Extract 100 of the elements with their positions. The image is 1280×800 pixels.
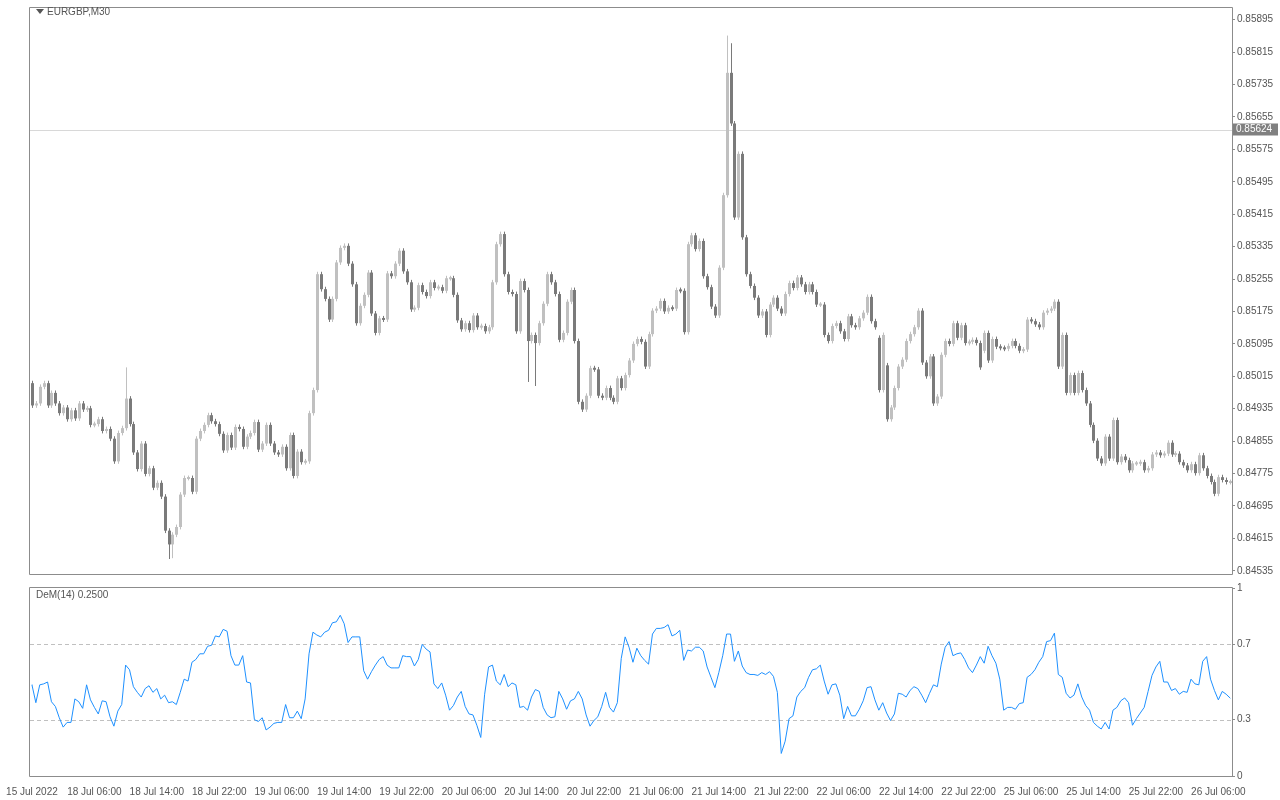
candlestick [784,291,787,317]
candlestick [171,531,174,559]
y-tick-label: 0.85895 [1237,13,1274,25]
y-tick-label: 0.84615 [1237,532,1274,544]
candlestick [905,338,908,363]
y-tick-label: 0 [1237,769,1243,781]
candlestick [191,475,194,495]
y-tick-label: 0.7 [1237,638,1252,650]
candlestick [136,449,139,472]
candlestick [1198,452,1201,477]
x-tick-label: 18 Jul 06:00 [67,785,123,797]
candlestick [628,357,631,378]
x-tick-label: 20 Jul 14:00 [504,785,560,797]
candlestick [367,269,370,298]
x-tick-label: 18 Jul 14:00 [129,785,185,797]
x-tick-label: 21 Jul 06:00 [629,785,685,797]
candlestick [226,432,229,454]
y-tick-label: 0.84775 [1237,467,1274,479]
y-tick-label: 0.85175 [1237,305,1274,317]
candlestick [31,380,34,409]
candlestick [242,426,245,450]
candlestick [320,271,323,293]
y-tick-label: 0.84695 [1237,499,1274,511]
x-tick-label: 20 Jul 06:00 [441,785,497,797]
candlestick [1217,474,1220,497]
candlestick [402,247,405,275]
candlestick [675,287,678,312]
candlestick [285,443,288,472]
y-tick-label: 0.85015 [1237,370,1274,382]
x-tick-label: 15 Jul 2022 [6,785,59,797]
candlestick [1151,451,1154,472]
candlestick [944,338,947,358]
x-tick-label: 20 Jul 22:00 [566,785,622,797]
candlestick [78,400,81,422]
candlestick [265,421,268,447]
x-tick-label: 25 Jul 06:00 [1003,785,1059,797]
x-tick-label: 21 Jul 14:00 [691,785,747,797]
y-tick-label: 0.84855 [1237,434,1274,446]
candlestick [866,293,869,316]
candlestick [351,260,354,288]
candlestick [328,295,331,323]
y-tick-label: 0.85415 [1237,207,1274,219]
candlestick [694,232,697,252]
y-tick-label: 0.84935 [1237,402,1274,414]
candlestick [183,475,186,498]
y-tick-label: 0.85255 [1237,272,1274,284]
candlestick [1073,372,1076,396]
y-tick-label: 0.85655 [1237,110,1274,122]
candlestick [632,340,635,364]
candlestick [765,308,768,338]
candlestick [312,387,315,417]
chart-title: EURGBP,M30 [47,6,111,17]
candlestick [359,302,362,327]
candlestick [39,383,42,407]
candlestick [542,300,545,327]
candlestick [956,320,959,341]
candlestick [269,421,272,447]
candlestick [538,320,541,346]
candlestick [710,284,713,310]
candlestick [991,336,994,364]
candlestick [347,242,350,267]
ref-line-label: 0.85624 [1236,123,1273,135]
candlestick [1081,370,1084,393]
x-tick-label: 22 Jul 22:00 [941,785,997,797]
candlestick [585,392,588,413]
candlestick [952,320,955,347]
candlestick [222,430,225,454]
candlestick [1077,370,1080,396]
candlestick [917,307,920,331]
x-tick-label: 19 Jul 06:00 [254,785,310,797]
chart-title: DeM(14) 0.2500 [36,589,109,600]
y-tick-label: 0.85495 [1237,175,1274,187]
candlestick [1096,437,1099,462]
candlestick [429,279,432,299]
candlestick [507,271,510,295]
y-tick-label: 0.85735 [1237,78,1274,90]
candlestick [897,363,900,391]
y-tick-label: 0.85095 [1237,337,1274,349]
candlestick [1042,309,1045,331]
candlestick [929,353,932,380]
candlestick [1085,387,1088,407]
candlestick [925,359,928,380]
candlestick [534,332,537,387]
candlestick [417,282,420,311]
x-tick-label: 19 Jul 22:00 [379,785,435,797]
candlestick [168,527,171,560]
y-tick-label: 1 [1237,581,1243,593]
y-tick-label: 0.3 [1237,713,1252,725]
x-tick-label: 18 Jul 22:00 [192,785,247,797]
candlestick [964,322,967,346]
x-tick-label: 21 Jul 22:00 [754,785,809,797]
x-tick-label: 25 Jul 14:00 [1066,785,1122,797]
x-tick-label: 22 Jul 06:00 [816,785,872,797]
x-tick-label: 25 Jul 22:00 [1128,785,1184,797]
candlestick [1069,372,1072,396]
y-tick-label: 0.84535 [1237,564,1274,576]
candlestick [378,315,381,336]
candlestick [234,424,237,451]
candlestick [472,312,475,334]
candlestick [113,435,116,465]
